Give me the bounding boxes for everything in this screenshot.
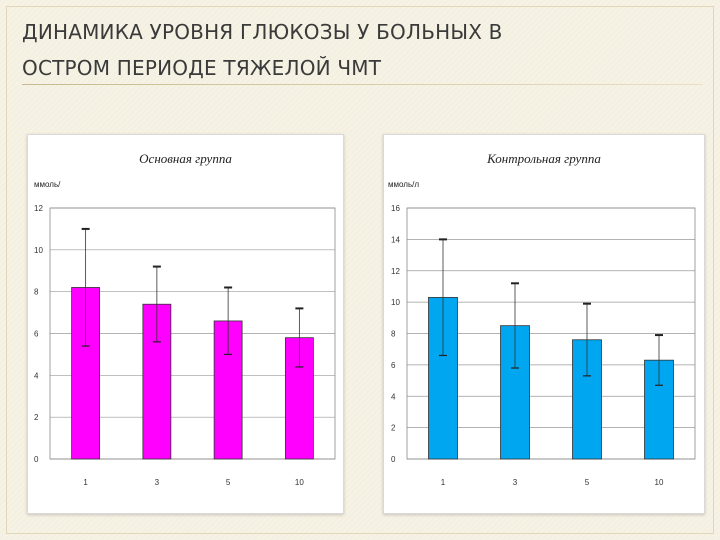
y-tick-label: 10 — [391, 298, 400, 307]
slide-title-line-1: ДИНАМИКА УРОВНЯ ГЛЮКОЗЫ У БОЛЬНЫХ В — [22, 20, 503, 44]
y-tick-label: 2 — [391, 424, 396, 433]
chart-svg-control-group: 0 2 4 6 8 10 12 14 16 1 3 5 10 — [391, 204, 696, 487]
chart-panel-main-group: Основная группа ммоль/ 0 2 4 6 8 10 12 1 3 5 10 — [27, 134, 344, 514]
x-tick-label: 3 — [155, 478, 160, 487]
y-tick-label: 10 — [34, 246, 43, 255]
slide-title: ДИНАМИКА УРОВНЯ ГЛЮКОЗЫ У БОЛЬНЫХ В ОСТР… — [22, 14, 702, 86]
y-tick-label: 12 — [391, 267, 400, 276]
y-tick-label: 8 — [34, 288, 39, 297]
y-tick-label: 6 — [391, 361, 396, 370]
y-tick-label: 16 — [391, 204, 400, 213]
x-tick-label: 1 — [83, 478, 88, 487]
y-tick-label: 0 — [34, 455, 39, 464]
chart-svg-main-group: 0 2 4 6 8 10 12 1 3 5 10 — [34, 204, 336, 487]
y-tick-label: 14 — [391, 235, 400, 244]
y-tick-label: 6 — [34, 330, 39, 339]
x-tick-label: 5 — [226, 478, 231, 487]
title-underline — [22, 84, 702, 85]
slide-title-line-2: ОСТРОМ ПЕРИОДЕ ТЯЖЕЛОЙ ЧМТ — [22, 56, 382, 80]
y-tick-label: 8 — [391, 330, 396, 339]
y-unit-main-group: ммоль/ — [34, 180, 61, 189]
x-tick-label: 3 — [513, 478, 518, 487]
y-unit-control-group: ммоль/л — [388, 180, 419, 189]
x-tick-label: 5 — [585, 478, 590, 487]
x-tick-label: 10 — [295, 478, 304, 487]
chart-title-main-group: Основная группа — [139, 151, 232, 166]
y-tick-label: 0 — [391, 455, 396, 464]
plot-area — [49, 207, 336, 460]
x-tick-label: 10 — [655, 478, 664, 487]
y-tick-label: 12 — [34, 204, 43, 213]
chart-panel-control-group: Контрольная группа ммоль/л 0 2 4 6 8 10 12 14 16… — [383, 134, 705, 514]
plot-area — [406, 207, 696, 460]
x-tick-label: 1 — [441, 478, 446, 487]
chart-title-control-group: Контрольная группа — [487, 151, 601, 166]
y-tick-label: 4 — [34, 371, 39, 380]
y-tick-label: 2 — [34, 413, 39, 422]
y-tick-label: 4 — [391, 392, 396, 401]
slide-frame — [6, 6, 714, 534]
